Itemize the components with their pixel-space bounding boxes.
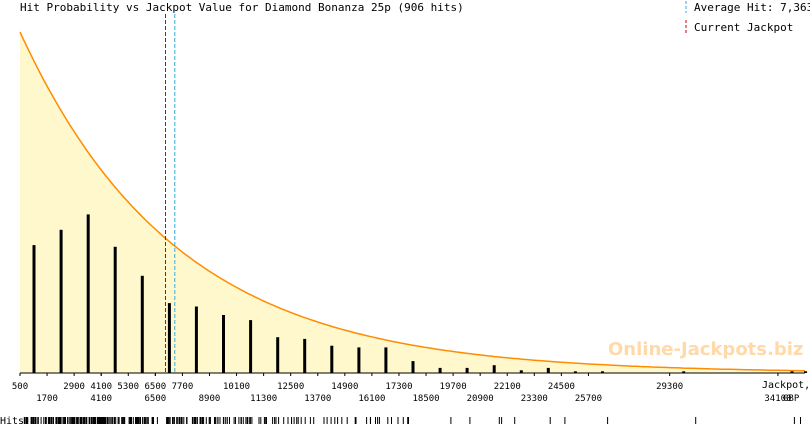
hits-rug-label: Hits	[0, 416, 24, 425]
hits-rug	[23, 417, 801, 424]
tick-label-top: 4100	[90, 382, 112, 392]
tick-label-top: 10100	[223, 382, 250, 392]
tick-label-top: 24500	[548, 382, 575, 392]
bar-4700	[113, 246, 117, 373]
bar-3500	[86, 214, 90, 373]
tick-label-top: 2900	[63, 382, 85, 392]
tick-label-top: 22100	[494, 382, 521, 392]
bar-25100	[573, 371, 577, 373]
bar-26300	[601, 371, 604, 373]
tick-label-bottom: 6500	[145, 394, 167, 404]
bar-34700	[790, 371, 794, 373]
tick-label-bottom: 34100	[764, 394, 791, 404]
tick-label-bottom: 4100	[90, 394, 112, 404]
bar-9500	[222, 315, 225, 373]
tick-label-bottom: 11300	[250, 394, 277, 404]
bar-7100	[167, 303, 171, 373]
tick-label-top: 5300	[117, 382, 139, 392]
bar-13100	[303, 338, 307, 373]
tick-label-top: 17300	[385, 382, 412, 392]
bar-17900	[411, 361, 415, 373]
hit-bars	[32, 214, 807, 373]
tick-label-bottom: 16100	[358, 394, 385, 404]
bar-19100	[438, 367, 442, 373]
bar-23900	[546, 367, 550, 373]
legend-current-jackpot-label: Current Jackpot	[694, 21, 793, 34]
bar-29900	[682, 371, 686, 373]
tick-label-bottom: 25700	[575, 394, 602, 404]
tick-label-top: 7700	[172, 382, 194, 392]
tick-label-bottom: 13700	[304, 394, 331, 404]
bar-14300	[330, 345, 334, 373]
legend: Average Hit: 7,363 Current Jackpot	[685, 1, 810, 34]
bar-15500	[357, 347, 361, 373]
plot-area	[19, 14, 807, 374]
tick-label-top: 12500	[277, 382, 304, 392]
x-axis-ticks: 500 2900 4100 5300 6500 7700 10100 12500 14900 17…	[12, 373, 791, 404]
tick-label-top: 14900	[331, 382, 358, 392]
bar-35300	[804, 371, 807, 373]
watermark: Online-Jackpots.biz	[608, 339, 803, 360]
legend-average-hit-label: Average Hit: 7,363	[694, 1, 810, 14]
chart-title: Hit Probability vs Jackpot Value for Dia…	[20, 1, 464, 14]
bar-5900	[140, 275, 144, 373]
tick-label-bottom: 23300	[521, 394, 548, 404]
tick-label-bottom: 20900	[467, 394, 494, 404]
tick-label-bottom: 18500	[412, 394, 439, 404]
tick-label-top: 500	[12, 382, 28, 392]
bar-10700	[249, 320, 253, 373]
bar-1100	[32, 245, 36, 373]
tick-label-top: 19700	[440, 382, 467, 392]
bar-8300	[194, 306, 198, 373]
bar-22700	[519, 370, 523, 373]
bar-2300	[59, 229, 63, 373]
bar-11900	[276, 337, 280, 373]
x-axis-unit: GBP	[783, 394, 800, 404]
bar-20300	[465, 367, 469, 373]
tick-label-bottom: 1700	[36, 394, 58, 404]
tick-label-bottom: 8900	[199, 394, 221, 404]
probability-area-fill	[20, 32, 805, 373]
probability-fit-curve	[19, 31, 805, 372]
tick-label-top: 6500	[145, 382, 167, 392]
bar-16700	[384, 347, 388, 373]
x-axis-label: Jackpot,	[762, 380, 810, 391]
bar-21500	[492, 365, 496, 373]
tick-label-top: 29300	[656, 382, 683, 392]
